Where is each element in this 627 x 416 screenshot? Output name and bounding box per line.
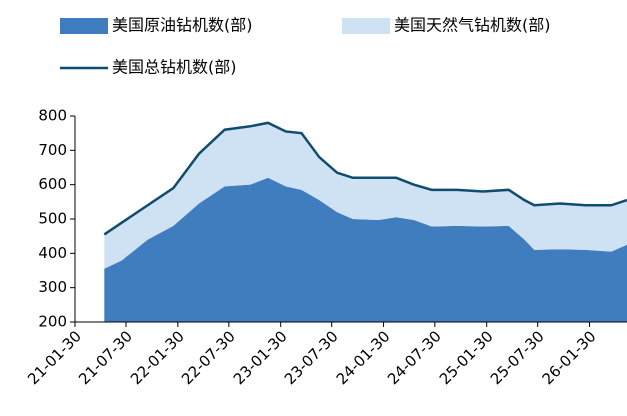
x-tick-label: 21-01-30 [24,327,85,388]
legend-label: 美国总钻机数(部) [112,58,237,77]
legend-label: 美国原油钻机数(部) [112,16,253,35]
x-tick-label: 22-01-30 [127,327,188,388]
y-tick-label: 800 [38,107,67,125]
y-tick-label: 400 [38,244,67,262]
x-tick-label: 24-01-30 [333,327,394,388]
y-tick-label: 200 [38,313,67,331]
area [104,177,627,322]
x-tick-label: 22-07-30 [178,327,239,388]
area [104,122,627,269]
x-tick-label: 21-07-30 [75,327,136,388]
y-tick-label: 600 [38,175,67,193]
legend-swatch [342,18,390,34]
y-tick-label: 300 [38,278,67,296]
plot-area [103,121,627,322]
x-tick-label: 25-01-30 [436,327,497,388]
legend-swatch [60,18,108,34]
x-tick-label: 24-07-30 [384,327,445,388]
y-tick-label: 500 [38,210,67,228]
line [103,121,627,236]
x-tick-label: 23-07-30 [281,327,342,388]
x-tick-label: 23-01-30 [230,327,291,388]
legend: 美国原油钻机数(部) 美国天然气钻机数(部) 美国总钻机数(部) [60,16,551,77]
x-tick-label: 25-07-30 [487,327,548,388]
y-tick-label: 700 [38,141,67,159]
x-tick-label: 26-01-30 [539,327,600,388]
legend-label: 美国天然气钻机数(部) [394,16,551,35]
